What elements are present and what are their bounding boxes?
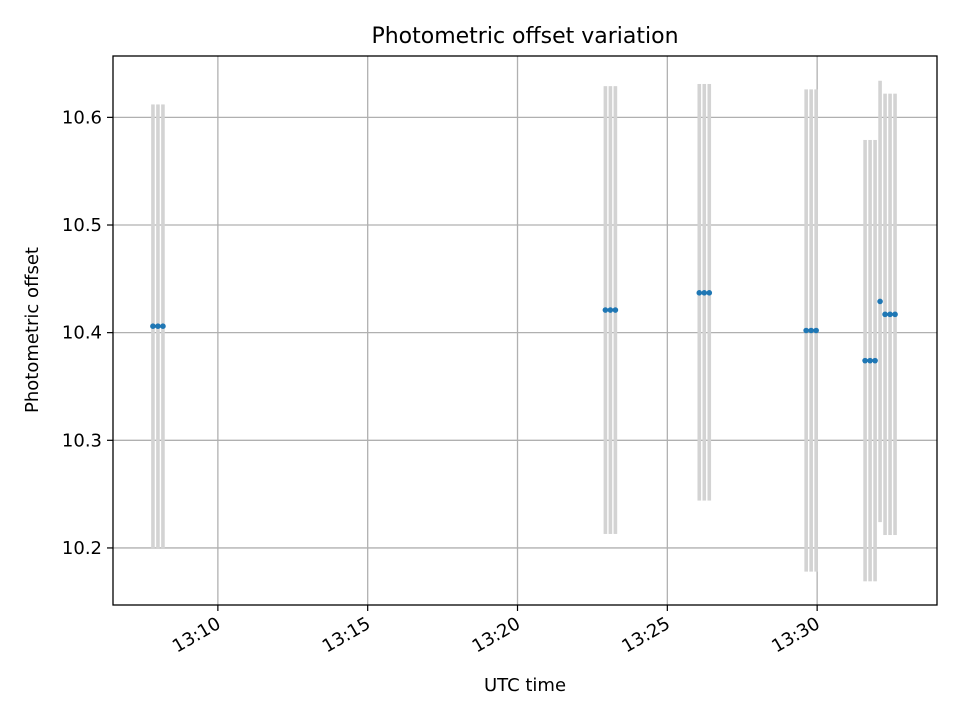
- data-point: [877, 298, 883, 305]
- point-layer: [150, 290, 898, 364]
- data-point: [882, 311, 888, 318]
- data-point: [706, 290, 713, 296]
- data-point: [892, 311, 898, 318]
- y-axis-label: Photometric offset: [22, 247, 43, 413]
- data-point: [155, 323, 161, 329]
- data-point: [803, 327, 809, 334]
- y-tick-label: 10.2: [62, 538, 102, 559]
- chart-title: Photometric offset variation: [371, 24, 678, 49]
- data-point: [872, 357, 878, 364]
- x-tick-label: 13:10: [169, 613, 224, 657]
- x-axis-label: UTC time: [484, 675, 566, 696]
- x-tick-label: 13:25: [618, 613, 673, 657]
- y-tick-label: 10.4: [62, 323, 102, 344]
- y-tick-label: 10.5: [62, 215, 102, 236]
- data-point: [701, 290, 708, 296]
- data-point: [160, 323, 166, 329]
- data-point: [808, 327, 814, 334]
- data-point: [887, 311, 893, 318]
- x-tick-label: 13:20: [469, 613, 524, 657]
- x-tick-label: 13:30: [768, 613, 823, 657]
- data-point: [867, 357, 873, 364]
- data-point: [150, 323, 156, 329]
- errorbar-layer: [151, 80, 897, 582]
- data-point: [813, 327, 819, 334]
- data-point: [602, 307, 609, 313]
- plot-frame: [112, 55, 938, 606]
- data-point: [612, 307, 619, 313]
- data-point: [862, 357, 868, 364]
- y-tick-label: 10.3: [62, 430, 102, 451]
- data-point: [607, 307, 614, 313]
- y-tick-label: 10.6: [62, 107, 102, 128]
- x-tick-label: 13:15: [319, 613, 374, 657]
- data-point: [696, 290, 703, 296]
